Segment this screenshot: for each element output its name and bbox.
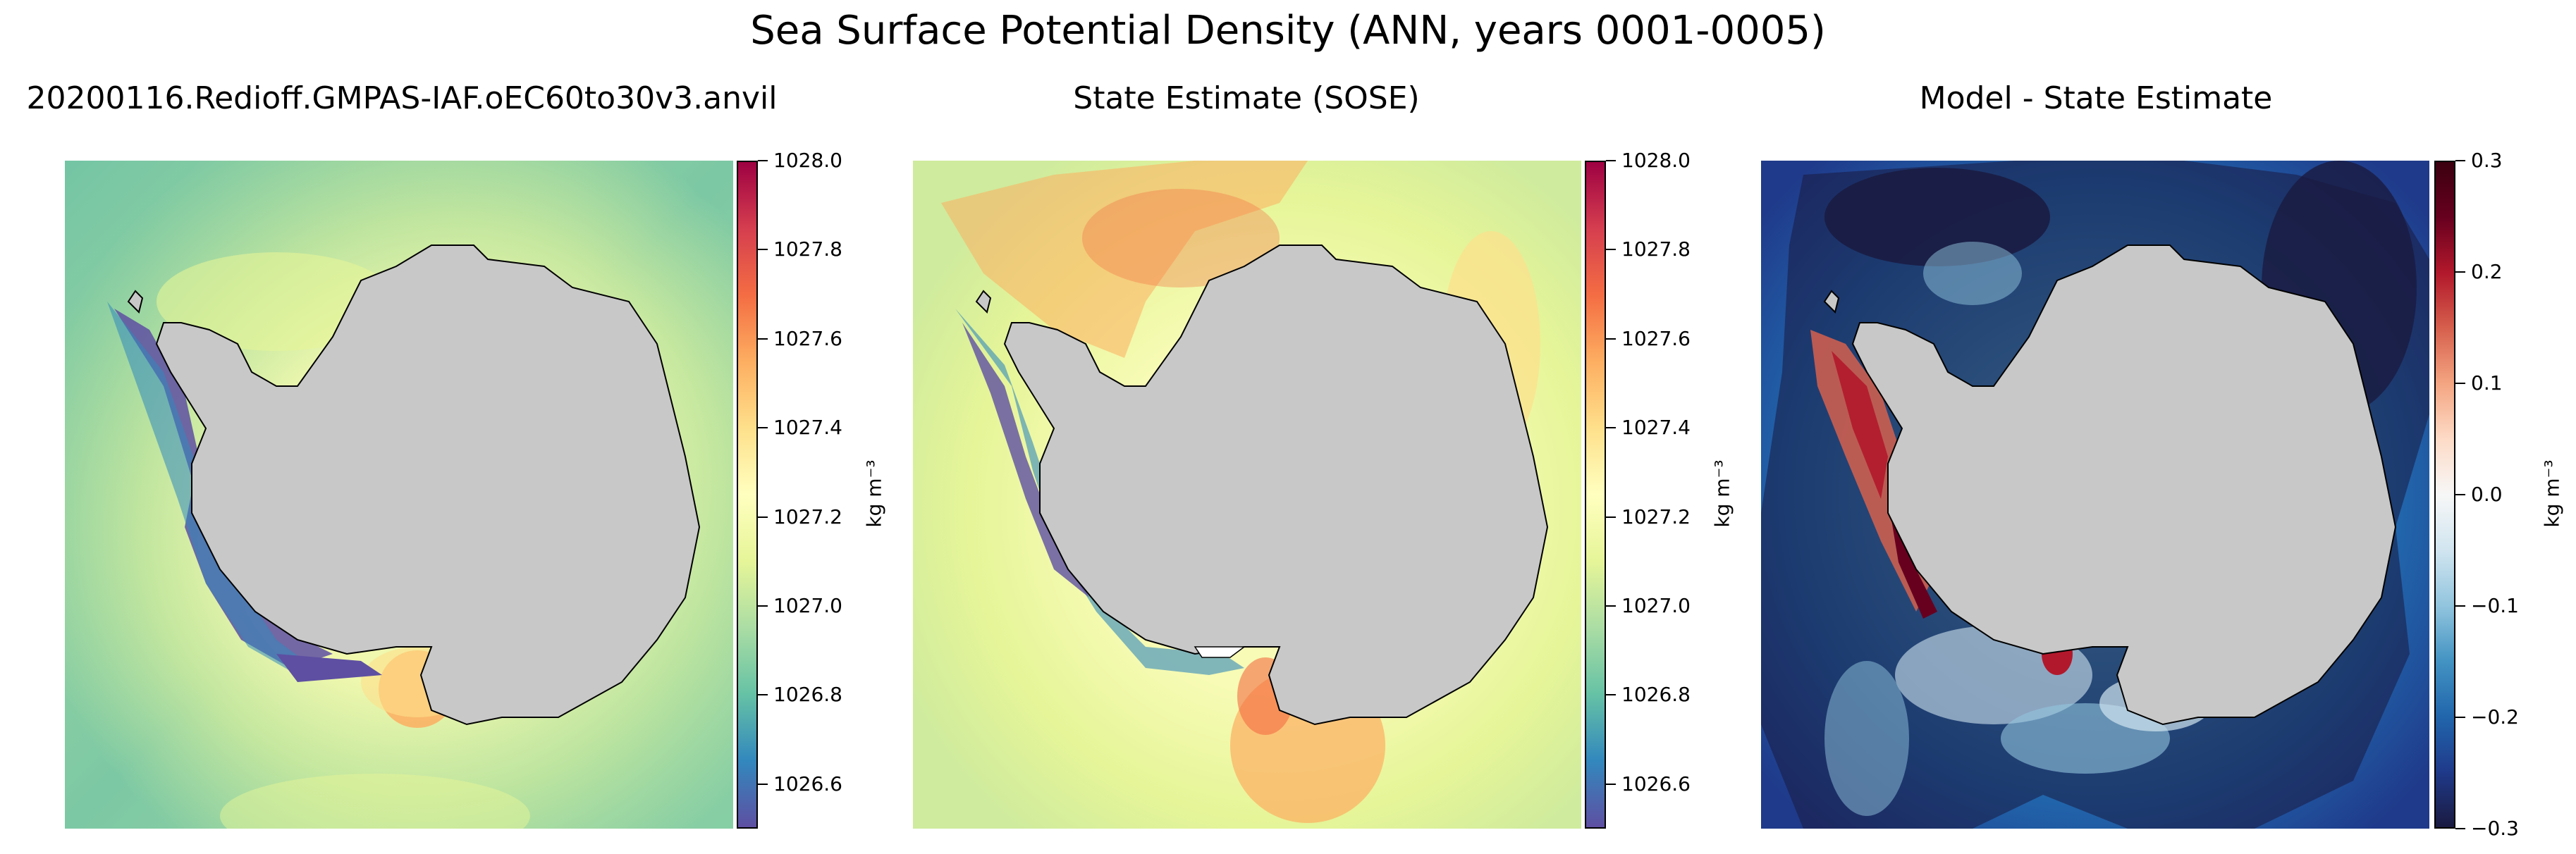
panel-1-colorbar-unit: kg m⁻³	[862, 459, 886, 528]
colorbar-tick-label: 1028.0	[773, 149, 842, 172]
colorbar-tick	[758, 249, 768, 250]
colorbar-tick-label: 1027.2	[1621, 505, 1691, 528]
colorbar-tick-label: 0.3	[2471, 149, 2503, 172]
colorbar-tick	[1606, 160, 1616, 161]
colorbar-tick-label: 1027.6	[1621, 327, 1691, 350]
colorbar-tick-label: 1026.6	[773, 772, 842, 796]
colorbar-tick-label: 0.2	[2471, 260, 2503, 283]
colorbar-tick	[2455, 160, 2465, 161]
colorbar-tick	[1606, 694, 1616, 695]
colorbar-tick	[2455, 717, 2465, 718]
colorbar-tick	[758, 516, 768, 518]
colorbar-tick	[2455, 271, 2465, 273]
colorbar-tick-label: 1027.6	[773, 327, 842, 350]
colorbar-tick-label: −0.2	[2471, 705, 2519, 729]
colorbar-tick	[2455, 383, 2465, 384]
colorbar-tick-label: 1027.0	[773, 594, 842, 617]
colorbar-tick-label: 1026.6	[1621, 772, 1691, 796]
panel-1-colorbar-ticks: 1026.6 1026.8 1027.0 1027.2 1027.4 1027.6 1027…	[758, 149, 913, 829]
panel-3-colorbar-ticks: −0.3 −0.2 −0.1 0.0 0.1 0.2 0.3	[2455, 149, 2540, 840]
colorbar-tick	[758, 784, 768, 785]
panel-2-colorbar	[1585, 161, 1606, 829]
colorbar-tick-label: 1027.4	[773, 416, 842, 439]
panel-3-colorbar	[2434, 161, 2455, 829]
colorbar-tick-label: 1026.8	[773, 683, 842, 706]
panel-3-title: Model - State Estimate	[1919, 80, 2273, 116]
colorbar-tick	[1606, 516, 1616, 518]
colorbar-tick-label: 0.0	[2471, 483, 2503, 506]
colorbar-tick	[1606, 605, 1616, 607]
panel-1-colorbar	[737, 161, 758, 829]
colorbar-tick	[758, 694, 768, 695]
panel-3-map	[1761, 161, 2429, 829]
panel-3-colorbar-unit: kg m⁻³	[2540, 459, 2564, 528]
colorbar-tick	[758, 605, 768, 607]
panel-2-colorbar-unit: kg m⁻³	[1710, 459, 1734, 528]
colorbar-tick-label: −0.3	[2471, 817, 2519, 840]
colorbar-tick-label: 1027.8	[773, 237, 842, 261]
colorbar-tick-label: 0.1	[2471, 371, 2503, 395]
colorbar-tick-label: 1026.8	[1621, 683, 1691, 706]
colorbar-tick	[758, 160, 768, 161]
colorbar-tick-label: 1028.0	[1621, 149, 1691, 172]
colorbar-tick	[1606, 427, 1616, 428]
colorbar-tick-label: −0.1	[2471, 594, 2519, 617]
colorbar-tick	[1606, 338, 1616, 340]
colorbar-tick	[1606, 784, 1616, 785]
colorbar-tick-label: 1027.0	[1621, 594, 1691, 617]
colorbar-tick	[1606, 249, 1616, 250]
colorbar-tick	[758, 338, 768, 340]
colorbar-tick	[758, 427, 768, 428]
colorbar-tick-label: 1027.8	[1621, 237, 1691, 261]
panel-2-map	[913, 161, 1581, 829]
colorbar-tick	[2455, 605, 2465, 607]
figure-title: Sea Surface Potential Density (ANN, year…	[750, 8, 1826, 54]
colorbar-tick	[2455, 494, 2465, 495]
panel-2-colorbar-ticks: 1026.6 1026.8 1027.0 1027.2 1027.4 1027.6 1027…	[1606, 149, 1761, 829]
colorbar-tick-label: 1027.4	[1621, 416, 1691, 439]
panel-2-title: State Estimate (SOSE)	[1073, 80, 1420, 116]
panel-1-map	[65, 161, 733, 829]
panel-1-title: 20200116.Redioff.GMPAS-IAF.oEC60to30v3.a…	[26, 80, 778, 116]
colorbar-tick-label: 1027.2	[773, 505, 842, 528]
colorbar-tick	[2455, 828, 2465, 829]
